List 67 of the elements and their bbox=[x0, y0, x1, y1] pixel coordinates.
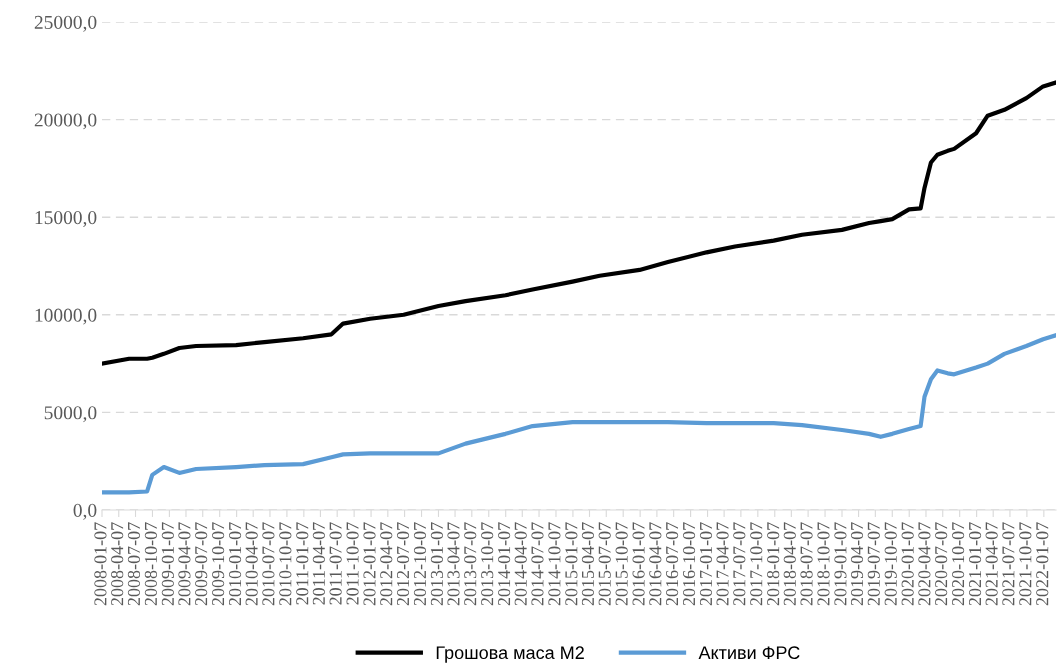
x-tick-label: 2016-07-07 bbox=[666, 522, 679, 606]
x-tick-label: 2012-04-07 bbox=[380, 522, 393, 606]
x-tick-label: 2009-01-07 bbox=[161, 522, 174, 606]
x-tick-label: 2017-04-07 bbox=[716, 522, 729, 606]
x-tick-label: 2012-10-07 bbox=[413, 522, 427, 606]
line-series bbox=[102, 333, 1056, 495]
x-tick-label: 2017-01-07 bbox=[699, 522, 713, 606]
x-tick-label: 2015-04-07 bbox=[581, 522, 595, 606]
x-tick-label: 2020-10-07 bbox=[952, 522, 965, 606]
x-tick-label: 2008-01-07 bbox=[94, 522, 107, 606]
x-tick-label: 2008-07-07 bbox=[127, 522, 141, 606]
x-tick-label: 2015-10-07 bbox=[615, 522, 628, 606]
y-tick-label: 25000,0 bbox=[34, 15, 97, 32]
x-tick-label: 2014-07-07 bbox=[531, 522, 544, 606]
x-tick-label: 2008-04-07 bbox=[111, 522, 124, 606]
x-tick-label: 2014-01-07 bbox=[498, 522, 511, 606]
x-tick-label: 2008-10-07 bbox=[144, 522, 157, 606]
x-tick-label: 2010-10-07 bbox=[279, 522, 292, 606]
y-tick-label: 15000,0 bbox=[35, 211, 97, 227]
x-tick-label: 2015-07-07 bbox=[598, 522, 611, 606]
x-tick-label: 2009-07-07 bbox=[195, 522, 208, 606]
x-tick-label: 2016-04-07 bbox=[649, 522, 662, 606]
y-tick-label: 5000,0 bbox=[44, 406, 97, 423]
x-tick-label: 2010-04-07 bbox=[245, 522, 258, 606]
x-tick-label: 2021-07-07 bbox=[1002, 522, 1015, 606]
x-tick-label: 2013-04-07 bbox=[447, 522, 460, 606]
x-tick-label: 2022-01-07 bbox=[1036, 522, 1049, 606]
x-tick-label: 2014-10-07 bbox=[548, 522, 561, 606]
x-tick-label: 2013-01-07 bbox=[430, 522, 443, 606]
x-tick-label: 2015-01-07 bbox=[565, 522, 578, 606]
x-tick-label: 2018-01-07 bbox=[767, 522, 780, 606]
x-tick-label: 2011-07-07 bbox=[329, 522, 342, 605]
line-series bbox=[102, 80, 1056, 366]
x-tick-label: 2011-01-07 bbox=[296, 522, 309, 605]
x-tick-label: 2021-04-07 bbox=[985, 522, 998, 606]
x-tick-label: 2018-07-07 bbox=[800, 522, 813, 606]
x-tick-label: 2020-04-07 bbox=[918, 522, 931, 606]
x-tick-label: 2010-07-07 bbox=[262, 522, 275, 606]
x-tick-label: 2016-01-07 bbox=[632, 522, 645, 606]
x-tick-label: 2019-10-07 bbox=[884, 522, 897, 606]
x-tick-label: 2019-01-07 bbox=[834, 522, 847, 606]
x-tick-label: 2009-04-07 bbox=[178, 522, 191, 606]
x-tick-label: 2012-07-07 bbox=[396, 522, 410, 606]
x-tick-label: 2019-07-07 bbox=[867, 522, 880, 606]
x-tick-label: 2021-01-07 bbox=[968, 522, 982, 606]
x-tick-label: 2017-07-07 bbox=[733, 522, 746, 606]
legend-label: Грошова маса M2 bbox=[436, 646, 584, 663]
x-tick-label: 2013-10-07 bbox=[481, 522, 494, 606]
x-tick-label: 2016-10-07 bbox=[682, 522, 696, 606]
x-tick-label: 2013-07-07 bbox=[464, 522, 477, 606]
x-tick-label: 2018-10-07 bbox=[817, 522, 830, 606]
x-tick-label: 2012-01-07 bbox=[363, 522, 376, 606]
y-tick-label: 0,0 bbox=[73, 503, 97, 520]
x-tick-label: 2019-04-07 bbox=[850, 522, 864, 606]
x-tick-label: 2010-01-07 bbox=[228, 522, 242, 606]
x-tick-label: 2020-07-07 bbox=[935, 522, 948, 606]
x-tick-label: 2018-04-07 bbox=[783, 522, 796, 606]
y-tick-label: 20000,0 bbox=[34, 113, 97, 130]
x-tick-label: 2021-10-07 bbox=[1019, 522, 1032, 606]
x-tick-label: 2014-04-07 bbox=[514, 522, 527, 606]
x-tick-label: 2011-04-07 bbox=[312, 522, 325, 605]
x-tick-label: 2020-01-07 bbox=[901, 522, 914, 606]
y-tick-label: 10000,0 bbox=[35, 308, 97, 325]
x-tick-label: 2009-10-07 bbox=[212, 522, 225, 606]
legend-label: Активи ФРС bbox=[698, 646, 800, 660]
x-tick-label: 2011-10-07 bbox=[346, 522, 359, 605]
x-tick-label: 2017-10-07 bbox=[750, 522, 763, 606]
